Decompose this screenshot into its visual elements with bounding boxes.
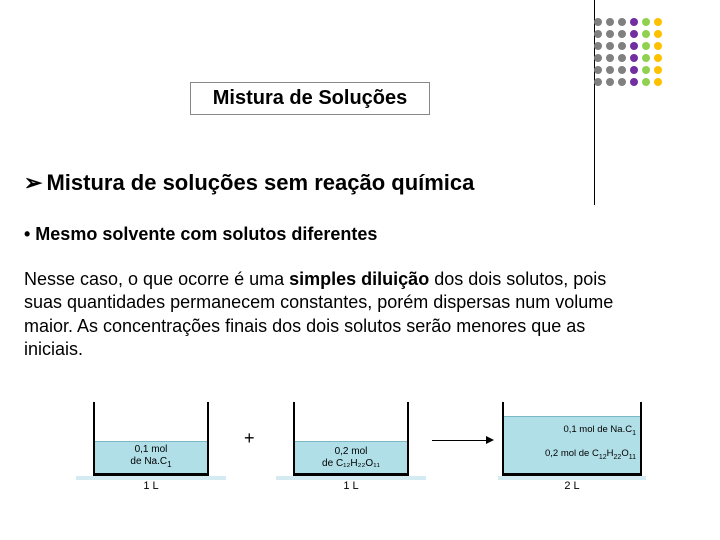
page-title: Mistura de Soluções: [213, 87, 408, 109]
bullet-point: • Mesmo solvente com solutos diferentes: [24, 224, 377, 245]
b3-s2-mid: H: [607, 448, 614, 459]
arrow-right-icon: [486, 436, 494, 444]
beaker-2-line1: 0,2 mol: [335, 446, 368, 457]
beaker-2: 0,2 mol de C₁₂H₂₂O₁₁: [293, 402, 409, 476]
body-paragraph: Nesse caso, o que ocorre é uma simples d…: [24, 268, 614, 362]
beaker-3: 0,1 mol de Na.C1 0,2 mol de C12H22O11: [502, 402, 642, 476]
body-bold: simples diluição: [289, 269, 429, 289]
corner-dots-decoration: [588, 12, 678, 102]
beaker-3-side1: 0,1 mol de Na.C: [563, 424, 632, 435]
b3-s2-mid2: O: [621, 448, 628, 459]
beaker-1-line2: de Na.C: [130, 456, 167, 467]
beaker-3-side1-sub: 1: [632, 430, 636, 437]
beaker-1: 0,1 mol de Na.C1: [93, 402, 209, 476]
beaker-1-volume: 1 L: [76, 480, 226, 492]
beaker-3-volume: 2 L: [498, 480, 646, 492]
arrow-line: [432, 440, 488, 441]
chevron-right-icon: ➢: [24, 170, 42, 195]
beaker-panel-1: 0,1 mol de Na.C1 1 L: [76, 398, 226, 476]
beaker-2-label: 0,2 mol de C₁₂H₂₂O₁₁: [295, 446, 407, 469]
plus-icon: +: [244, 428, 255, 449]
beaker-panel-2: 0,2 mol de C₁₂H₂₂O₁₁ 1 L: [276, 398, 426, 476]
beaker-panel-3: 0,1 mol de Na.C1 0,2 mol de C12H22O11 2 …: [498, 398, 646, 476]
beaker-2-volume: 1 L: [276, 480, 426, 492]
section-subtitle: ➢Mistura de soluções sem reação química: [24, 170, 474, 196]
b3-s2-pre: 0,2 mol de C: [545, 448, 599, 459]
beaker-3-line1: 0,1 mol de Na.C1: [563, 424, 636, 438]
b3-s2-sub1: 12: [599, 454, 607, 461]
b3-s2-sub3: 11: [629, 454, 636, 461]
dots-svg: [588, 12, 678, 102]
beaker-3-line2: 0,2 mol de C12H22O11: [545, 448, 636, 462]
beaker-1-line1: 0,1 mol: [135, 444, 168, 455]
beaker-1-label: 0,1 mol de Na.C1: [95, 444, 207, 469]
body-pre: Nesse caso, o que ocorre é uma: [24, 269, 289, 289]
subtitle-text: Mistura de soluções sem reação química: [46, 170, 474, 195]
dilution-diagram: 0,1 mol de Na.C1 1 L + 0,2 mol de C₁₂H₂₂…: [76, 398, 646, 498]
beaker-2-line2: de C₁₂H₂₂O₁₁: [322, 458, 380, 469]
beaker-1-sub: 1: [167, 460, 171, 469]
page-title-box: Mistura de Soluções: [190, 82, 430, 115]
